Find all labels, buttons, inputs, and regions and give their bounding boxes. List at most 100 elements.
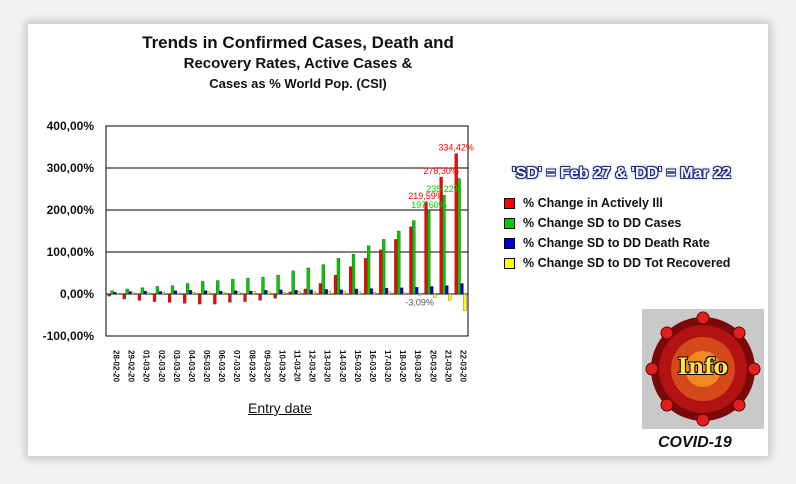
bar: [279, 289, 283, 295]
bar: [113, 292, 117, 295]
x-tick-label: 14-03-20: [338, 350, 347, 383]
bar: [348, 266, 353, 295]
bar: [415, 287, 419, 295]
bar: [183, 293, 187, 304]
data-label: -3,09%: [405, 297, 434, 307]
title-line-2: Recovery Rates, Active Cases &: [183, 55, 413, 72]
bar: [152, 293, 157, 302]
x-tick-label: 17-03-20: [383, 350, 392, 383]
chart-card: Trends in Confirmed Cases, Death and Rec…: [28, 24, 768, 456]
bar: [306, 267, 310, 295]
legend-label: % Change SD to DD Tot Recovered: [523, 256, 731, 270]
bar: [382, 239, 386, 295]
bar: [122, 293, 126, 300]
x-tick-label: 28-02-20: [112, 350, 121, 383]
bar: [237, 291, 241, 295]
bar: [261, 277, 265, 295]
bar: [357, 291, 361, 295]
bar: [249, 290, 253, 295]
bar: [402, 292, 407, 295]
legend-swatch: [504, 257, 515, 269]
info-badge[interactable]: Info: [642, 309, 764, 429]
bar: [243, 293, 247, 302]
bar: [297, 291, 301, 295]
bar: [155, 286, 160, 295]
bar: [369, 288, 374, 295]
bar: [342, 291, 346, 295]
x-tick-label: 20-03-20: [428, 350, 437, 383]
bar: [170, 285, 175, 295]
bar: [143, 290, 147, 295]
bar: [448, 293, 452, 301]
x-tick-label: 03-03-20: [172, 350, 181, 383]
bar: [213, 293, 217, 305]
bar: [312, 291, 316, 295]
x-tick-label: 15-03-20: [353, 350, 362, 383]
bar: [228, 293, 232, 303]
bar: [176, 292, 180, 295]
bar: [387, 291, 392, 295]
bar: [173, 290, 177, 295]
x-tick-label: 01-03-20: [142, 350, 151, 383]
bar: [445, 285, 449, 295]
bar: [364, 258, 368, 295]
bar: [137, 293, 142, 301]
legend-swatch: [504, 217, 515, 229]
bar: [333, 274, 338, 295]
bar: [457, 178, 461, 295]
x-tick-label: 02-03-20: [157, 350, 166, 383]
legend-label: % Change SD to DD Cases: [523, 216, 682, 230]
legend-swatch: [504, 237, 515, 249]
bar: [303, 288, 307, 295]
bar: [384, 287, 389, 295]
legend-label: % Change SD to DD Death Rate: [523, 236, 710, 250]
x-tick-label: 21-03-20: [443, 350, 452, 383]
bar: [246, 277, 250, 295]
bar: [273, 293, 277, 299]
bar: [201, 281, 205, 295]
bar: [379, 249, 383, 295]
bar: [252, 291, 256, 295]
x-tick-label: 13-03-20: [323, 350, 332, 383]
bar: [430, 286, 434, 295]
bar: [146, 292, 150, 295]
bar: [258, 293, 262, 301]
bar: [203, 290, 208, 295]
data-label: 219,59%: [408, 191, 444, 201]
x-tick-label: 22-03-20: [458, 350, 467, 383]
bar: [394, 239, 398, 295]
bar: [267, 291, 271, 295]
bar: [125, 288, 129, 295]
bar: [167, 293, 172, 303]
bar: [158, 291, 162, 295]
bar: [351, 253, 356, 295]
bar: [264, 290, 268, 295]
info-label: Info: [677, 354, 729, 380]
bar: [234, 290, 238, 295]
chart-title: Trends in Confirmed Cases, Death and Rec…: [108, 32, 488, 93]
bar: [336, 258, 341, 295]
y-tick-label: 300,00%: [47, 161, 95, 175]
bar: [309, 289, 313, 295]
bar: [412, 220, 416, 295]
x-tick-label: 29-02-20: [127, 350, 136, 383]
chart-plot: 400,00% 300,00% 200,00% 100,00% 0,00% -100,00…: [43, 119, 474, 383]
legend-item: % Change SD to DD Tot Recovered: [504, 253, 730, 273]
bar: [327, 290, 331, 295]
bar: [354, 288, 358, 295]
data-label: 278,30%: [423, 166, 459, 176]
x-tick-label: 18-03-20: [398, 350, 407, 383]
bar: [185, 283, 190, 295]
y-tick-label: 400,00%: [47, 119, 95, 133]
bar: [276, 274, 280, 295]
bar: [140, 287, 144, 295]
bar: [288, 291, 292, 295]
bar: [324, 289, 328, 295]
bar: [131, 292, 135, 295]
bar: [216, 280, 220, 295]
legend-item: % Change SD to DD Cases: [504, 213, 730, 233]
x-axis-label: Entry date: [248, 400, 312, 416]
bar: [321, 264, 325, 295]
bar: [442, 195, 446, 295]
bar: [397, 230, 401, 295]
